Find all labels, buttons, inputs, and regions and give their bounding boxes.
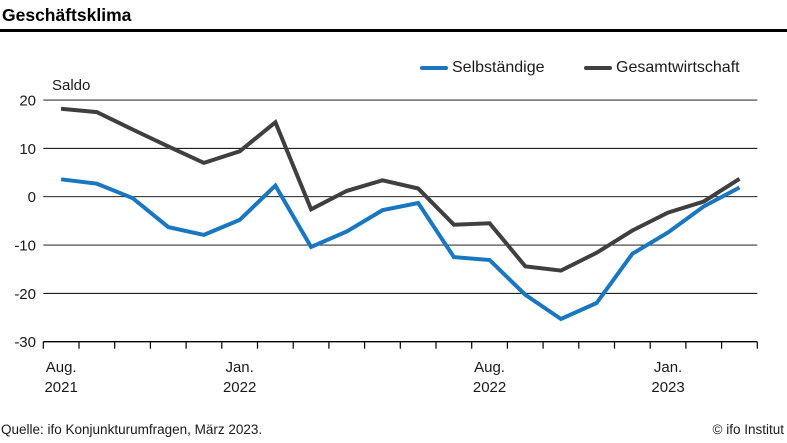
y-axis-label: 20 [19, 93, 36, 110]
series-line-selbstaendige [60, 177, 741, 322]
page-title: Geschäftsklima [2, 5, 132, 25]
x-axis-label: Aug. 2021 [44, 359, 77, 396]
y-axis-title: Saldo [52, 77, 90, 94]
y-axis-label: 0 [28, 189, 36, 206]
legend-label-selbstaendige: Selbständige [452, 59, 545, 76]
copyright-note: © ifo Institut [712, 422, 784, 437]
y-axis-label: -30 [14, 334, 36, 351]
y-axis-label: -10 [14, 238, 36, 255]
legend-item-selbstaendige: Selbständige [420, 59, 545, 77]
legend-label-gesamtwirtschaft: Gesamtwirtschaft [616, 59, 740, 76]
x-axis-label: Jan. 2022 [223, 359, 256, 396]
source-note: Quelle: ifo Konjunkturumfragen, März 202… [1, 422, 263, 437]
legend-swatch-gesamtwirtschaft-icon [584, 66, 612, 70]
x-axis-label: Aug. 2022 [473, 359, 506, 396]
x-axis-label: Jan. 2023 [651, 359, 684, 396]
y-axis-label: 10 [19, 141, 36, 158]
y-axis-label: -20 [14, 286, 36, 303]
legend-item-gesamtwirtschaft: Gesamtwirtschaft [584, 59, 740, 77]
title-rule [0, 29, 787, 32]
series-line-gesamtwirtschaft [60, 106, 741, 273]
legend-swatch-selbstaendige-icon [420, 66, 448, 70]
